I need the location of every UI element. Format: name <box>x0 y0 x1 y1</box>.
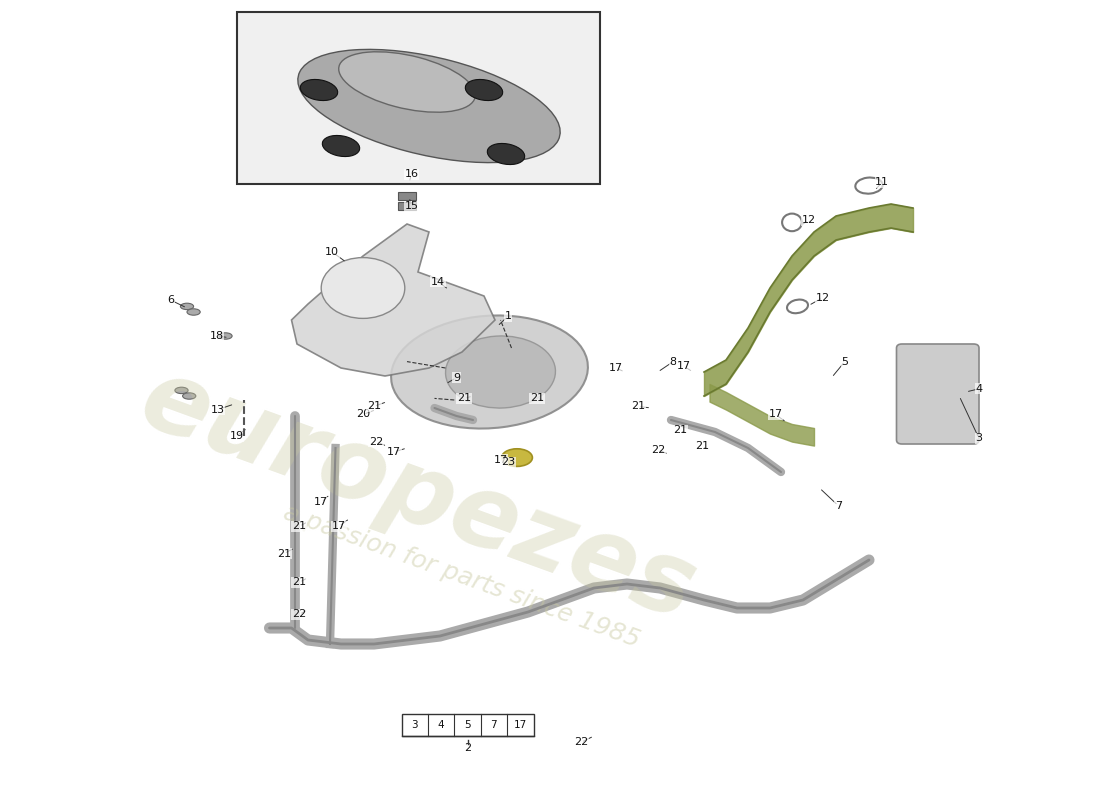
Text: 21: 21 <box>458 394 471 403</box>
Text: 17: 17 <box>387 447 400 457</box>
Text: 21: 21 <box>673 426 686 435</box>
Text: 21: 21 <box>277 549 290 558</box>
Text: 22: 22 <box>574 738 587 747</box>
Text: 21: 21 <box>367 402 381 411</box>
Text: 22: 22 <box>651 445 664 454</box>
Text: a passion for parts since 1985: a passion for parts since 1985 <box>280 500 644 652</box>
Text: 15: 15 <box>405 202 418 211</box>
Text: 21: 21 <box>293 578 306 587</box>
Ellipse shape <box>502 449 532 466</box>
Text: 12: 12 <box>816 293 829 302</box>
Text: 19: 19 <box>230 431 243 441</box>
Ellipse shape <box>183 393 196 399</box>
Text: 21: 21 <box>695 442 708 451</box>
Text: 3: 3 <box>976 434 982 443</box>
Text: 17: 17 <box>315 498 328 507</box>
Text: 10: 10 <box>326 247 339 257</box>
Text: 21: 21 <box>530 394 543 403</box>
Ellipse shape <box>219 333 232 339</box>
Text: 11: 11 <box>876 178 889 187</box>
Text: 12: 12 <box>802 215 815 225</box>
Text: 8: 8 <box>670 357 676 366</box>
Bar <box>236 12 600 184</box>
Text: 4: 4 <box>976 384 982 394</box>
Ellipse shape <box>300 79 338 101</box>
Text: 21: 21 <box>631 402 645 411</box>
Bar <box>398 202 416 210</box>
Ellipse shape <box>465 79 503 101</box>
Text: 3: 3 <box>411 720 418 730</box>
Ellipse shape <box>392 315 587 429</box>
Bar <box>398 192 416 200</box>
Ellipse shape <box>175 387 188 394</box>
Ellipse shape <box>322 135 360 157</box>
Text: 18: 18 <box>210 331 223 341</box>
Text: 4: 4 <box>438 720 444 730</box>
Ellipse shape <box>298 50 560 162</box>
Text: 14: 14 <box>431 277 444 286</box>
Circle shape <box>321 258 405 318</box>
Text: 7: 7 <box>491 720 497 730</box>
Text: 17: 17 <box>494 455 507 465</box>
Text: europezes: europezes <box>128 351 708 641</box>
Text: 23: 23 <box>502 458 515 467</box>
Text: 21: 21 <box>293 522 306 531</box>
Text: 17: 17 <box>332 522 345 531</box>
Ellipse shape <box>446 336 556 408</box>
Text: 22: 22 <box>293 610 306 619</box>
Ellipse shape <box>487 143 525 165</box>
Text: 17: 17 <box>609 363 623 373</box>
Text: 1: 1 <box>505 311 512 321</box>
Ellipse shape <box>187 309 200 315</box>
Text: 17: 17 <box>678 362 691 371</box>
Ellipse shape <box>180 303 194 310</box>
Text: 9: 9 <box>453 373 460 382</box>
Text: 20: 20 <box>356 410 370 419</box>
Text: 5: 5 <box>464 720 471 730</box>
Polygon shape <box>292 224 495 376</box>
Text: 17: 17 <box>514 720 527 730</box>
Text: 5: 5 <box>842 357 848 366</box>
Text: 7: 7 <box>835 501 842 510</box>
Text: 6: 6 <box>167 295 174 305</box>
Text: 17: 17 <box>769 410 782 419</box>
Text: 13: 13 <box>211 405 224 414</box>
Ellipse shape <box>339 52 475 112</box>
Text: 22: 22 <box>370 437 383 446</box>
Text: 2: 2 <box>464 743 471 753</box>
Bar <box>402 714 534 736</box>
Text: 16: 16 <box>405 170 418 179</box>
FancyBboxPatch shape <box>896 344 979 444</box>
